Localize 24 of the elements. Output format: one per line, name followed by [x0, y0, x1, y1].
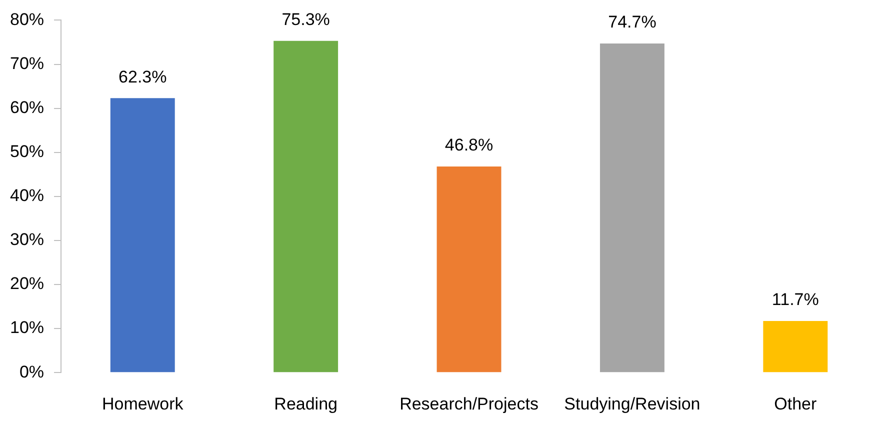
bar: [274, 40, 338, 372]
y-tick-label: 70%: [10, 54, 44, 73]
y-tick-label: 50%: [10, 142, 44, 162]
x-tick-label: Research/Projects: [400, 394, 538, 414]
y-tick-label: 60%: [10, 98, 44, 117]
data-label: 46.8%: [444, 136, 494, 155]
data-label: 74.7%: [608, 12, 656, 32]
x-tick-label: Other: [774, 394, 817, 414]
y-tick-label: 20%: [10, 274, 44, 294]
y-tick-label: 10%: [10, 318, 44, 338]
data-label: 11.7%: [772, 290, 819, 310]
bar: [600, 44, 664, 372]
bar: [436, 166, 502, 372]
y-tick-label: 30%: [10, 230, 44, 250]
y-tick-label: 40%: [10, 186, 44, 206]
x-tick-label: Homework: [102, 394, 184, 414]
x-tick-label: Studying/Revision: [564, 394, 700, 414]
data-label: 62.3%: [118, 67, 167, 86]
y-tick-label: 80%: [10, 10, 44, 29]
y-tick-label: 0%: [19, 362, 44, 382]
bar: [763, 321, 828, 372]
x-tick-label: Reading: [274, 394, 338, 414]
bar: [110, 98, 175, 372]
data-label: 75.3%: [282, 10, 330, 30]
